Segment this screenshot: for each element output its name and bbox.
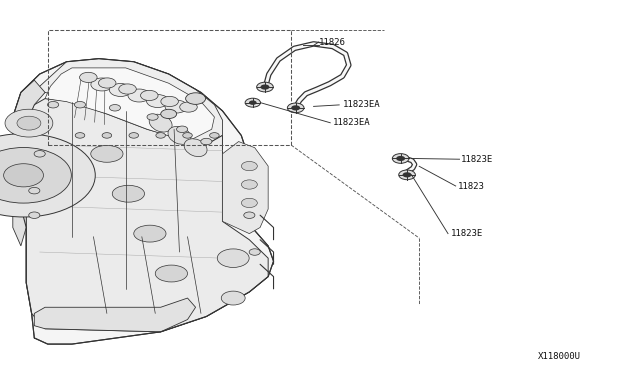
Circle shape <box>79 72 97 83</box>
Text: X118000U: X118000U <box>538 352 580 361</box>
Circle shape <box>128 89 150 102</box>
Circle shape <box>129 133 138 138</box>
Circle shape <box>180 102 197 112</box>
Circle shape <box>177 126 188 132</box>
Polygon shape <box>13 80 45 246</box>
Text: 11823E: 11823E <box>451 229 483 238</box>
Circle shape <box>17 116 41 130</box>
Text: 11823EA: 11823EA <box>342 100 380 109</box>
Circle shape <box>102 133 111 138</box>
Circle shape <box>5 109 53 137</box>
Circle shape <box>109 83 132 96</box>
Circle shape <box>91 78 113 91</box>
Circle shape <box>161 96 179 106</box>
Polygon shape <box>35 298 196 332</box>
Circle shape <box>210 133 219 138</box>
Ellipse shape <box>149 114 172 132</box>
Circle shape <box>34 151 45 157</box>
Circle shape <box>147 94 169 108</box>
Circle shape <box>165 100 188 113</box>
Ellipse shape <box>134 225 166 242</box>
Text: 11823: 11823 <box>458 182 484 191</box>
Circle shape <box>0 148 72 203</box>
Circle shape <box>218 249 249 267</box>
Text: 11823EA: 11823EA <box>333 118 371 127</box>
Circle shape <box>0 134 95 217</box>
Circle shape <box>260 84 269 90</box>
Circle shape <box>119 84 136 94</box>
Circle shape <box>241 180 257 189</box>
Polygon shape <box>35 59 223 145</box>
Circle shape <box>147 114 158 120</box>
Circle shape <box>221 291 245 305</box>
Circle shape <box>245 98 260 107</box>
Text: 11823E: 11823E <box>461 155 493 164</box>
Circle shape <box>183 133 192 138</box>
Circle shape <box>4 164 44 187</box>
Circle shape <box>109 105 120 111</box>
Polygon shape <box>45 68 214 141</box>
Polygon shape <box>223 141 268 234</box>
Ellipse shape <box>91 145 123 162</box>
Polygon shape <box>21 99 268 332</box>
Circle shape <box>392 154 409 163</box>
Circle shape <box>29 212 40 218</box>
Circle shape <box>249 100 257 105</box>
Circle shape <box>399 170 415 180</box>
Circle shape <box>161 109 177 119</box>
Circle shape <box>241 161 257 171</box>
Polygon shape <box>13 59 273 344</box>
Ellipse shape <box>112 185 145 202</box>
Circle shape <box>291 105 300 110</box>
Circle shape <box>201 138 212 145</box>
Circle shape <box>244 212 255 218</box>
Circle shape <box>156 133 165 138</box>
Circle shape <box>99 78 116 88</box>
Circle shape <box>287 103 304 113</box>
Circle shape <box>141 90 158 100</box>
Circle shape <box>396 156 405 161</box>
Circle shape <box>249 249 260 255</box>
Circle shape <box>47 102 59 108</box>
Ellipse shape <box>168 126 191 144</box>
Circle shape <box>403 172 412 177</box>
Circle shape <box>186 93 205 105</box>
Ellipse shape <box>156 265 188 282</box>
Text: 11826: 11826 <box>319 38 346 46</box>
Circle shape <box>76 133 84 138</box>
Circle shape <box>74 102 86 108</box>
Circle shape <box>257 82 273 92</box>
Ellipse shape <box>184 139 207 157</box>
Circle shape <box>29 187 40 194</box>
Circle shape <box>241 198 257 208</box>
